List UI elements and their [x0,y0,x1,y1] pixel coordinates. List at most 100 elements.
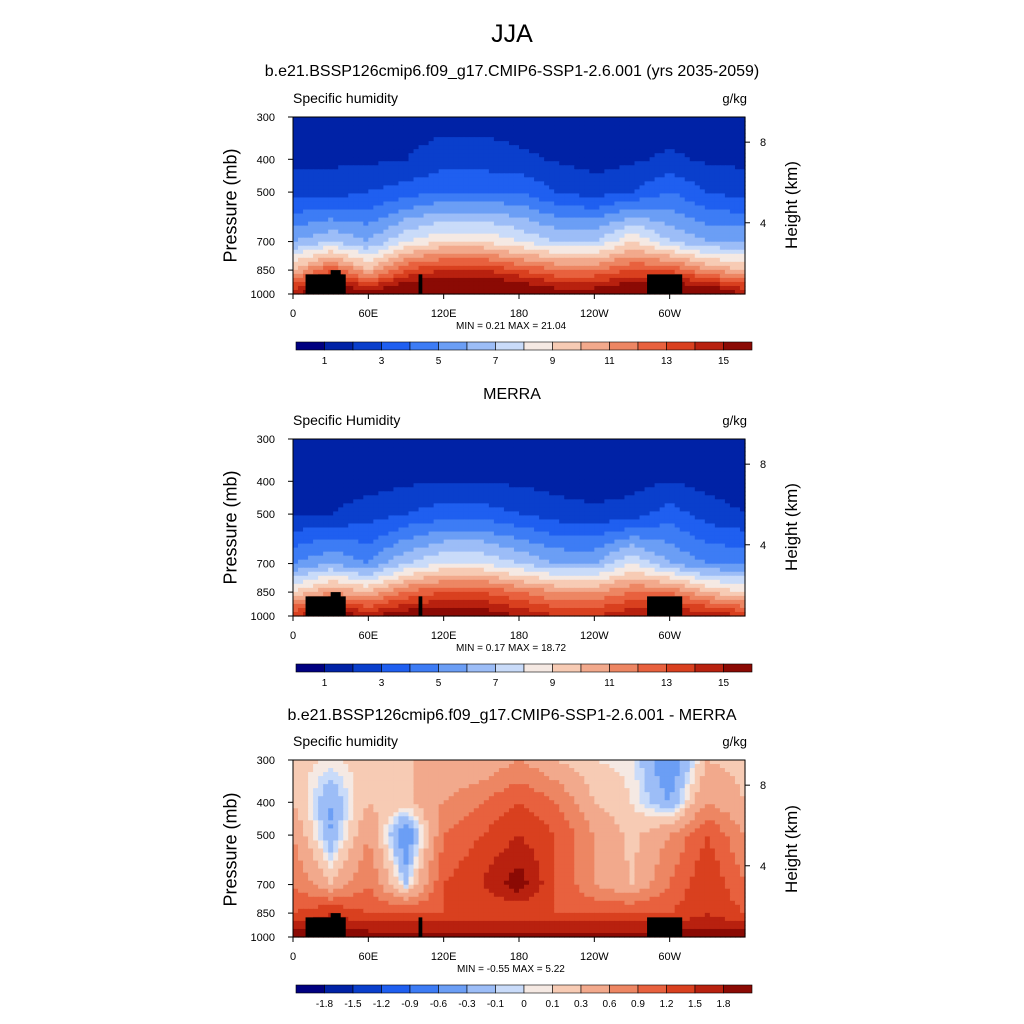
heatmap-cell [614,149,621,154]
heatmap-cell [448,193,455,199]
heatmap-cell [398,201,405,207]
heatmap-cell [689,459,696,464]
heatmap-cell [664,173,671,178]
heatmap-cell [298,133,304,138]
heatmap-cell [453,459,460,464]
heatmap-cell [473,169,480,174]
heatmap-cell [308,157,314,162]
heatmap-cell [649,157,656,162]
heatmap-cell [478,201,485,207]
heatmap-cell [348,117,354,122]
min-value: 0.17 [485,643,506,654]
heatmap-cell [443,149,450,154]
heatmap-cell [513,165,520,170]
heatmap-cell [503,475,510,480]
heatmap-cell [609,237,616,243]
heatmap-cell [534,265,540,271]
heatmap-cell [418,257,425,263]
heatmap-cell [483,261,490,267]
heatmap-cell [534,165,540,170]
heatmap-cell [343,141,349,146]
heatmap-cell [619,451,626,456]
heatmap-cell [694,269,701,275]
heatmap-cell [418,475,425,480]
heatmap-cell [293,233,299,239]
heatmap-cell [488,213,495,219]
heatmap-cell [428,193,435,199]
heatmap-cell [534,169,540,174]
heatmap-cell [493,177,500,182]
heatmap-cell [458,257,465,263]
heatmap-cell [519,121,525,126]
heatmap-cell [719,265,726,271]
heatmap-cell [303,153,309,158]
heatmap-cell [649,125,656,130]
heatmap-cell [619,241,626,247]
heatmap-cell [363,173,369,178]
heatmap-cell [413,149,420,154]
heatmap-cell [388,213,395,219]
heatmap-cell [714,261,721,267]
heatmap-cell [333,173,339,178]
heatmap-cell [323,439,329,444]
heatmap-cell [704,221,711,227]
heatmap-cell [739,193,746,199]
heatmap-cell [624,249,631,255]
heatmap-cell [624,197,631,203]
heatmap-cell [383,129,390,134]
heatmap-cell [503,177,510,182]
heatmap-cell [358,253,364,259]
heatmap-cell [348,197,354,203]
heatmap-cell [448,169,455,174]
heatmap-cell [594,269,600,275]
heatmap-cell [549,149,555,154]
heatmap-cell [539,133,545,138]
heatmap-cell [734,471,741,476]
heatmap-cell [463,253,470,259]
heatmap-cell [433,133,440,138]
heatmap-cell [403,467,410,472]
heatmap-cell [303,233,309,239]
heatmap-cell [539,209,545,215]
heatmap-cell [298,197,304,203]
heatmap-cell [594,277,600,283]
heatmap-cell [714,181,721,186]
heatmap-cell [343,185,349,191]
heatmap-cell [483,209,490,215]
heatmap-cell [594,467,600,472]
heatmap-cell [368,205,374,211]
heatmap-cell [569,237,575,243]
heatmap-cell [343,117,349,122]
heatmap-cell [564,225,570,231]
heatmap-cell [473,189,480,195]
heatmap-cell [519,221,525,227]
heatmap-cell [328,161,334,166]
heatmap-cell [403,157,410,162]
heatmap-cell [313,177,319,182]
heatmap-cell [519,277,525,283]
heatmap-cell [684,153,691,158]
heatmap-cell [544,451,550,456]
heatmap-cell [323,451,329,456]
heatmap-cell [513,455,520,460]
heatmap-cell [529,221,535,227]
heatmap-cell [709,189,716,195]
heatmap-cell [453,451,460,456]
heatmap-cell [659,125,666,130]
heatmap-cell [529,451,535,456]
heatmap-cell [709,249,716,255]
heatmap-cell [654,237,661,243]
heatmap-cell [574,133,580,138]
heatmap-cell [513,201,520,207]
heatmap-cell [679,257,686,263]
heatmap-cell [699,471,706,476]
heatmap-cell [529,237,535,243]
heatmap-cell [704,285,711,291]
heatmap-cell [448,479,455,484]
heatmap-cell [689,197,696,203]
heatmap-cell [338,467,344,472]
heatmap-cell [388,475,395,480]
heatmap-cell [599,133,605,138]
heatmap-cell [609,289,616,295]
heatmap-cell [519,233,525,239]
